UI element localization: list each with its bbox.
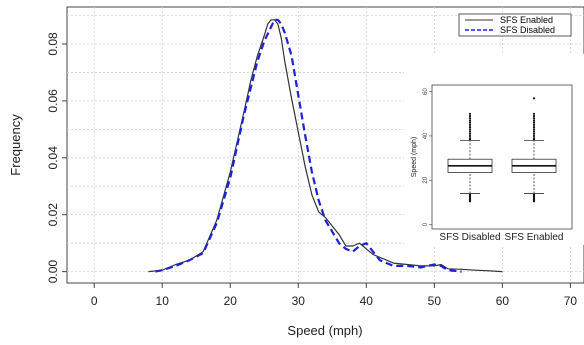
box-outlier [468,128,472,131]
box-outlier [468,193,472,196]
box-outlier [468,137,472,140]
inset-y-tick-label-0: 0 [423,222,429,226]
box-outlier [468,130,472,133]
box-outlier [468,119,472,122]
box-outlier [468,114,472,118]
x-tick-label-60: 60 [496,294,510,308]
y-axis-title: Frequency [8,114,23,176]
x-tick-label-40: 40 [360,294,374,308]
box-outlier [532,132,536,135]
box-outlier [468,123,472,126]
box-outlier [532,193,536,196]
x-tick-label-30: 30 [292,294,306,308]
legend-label-sfs-enabled: SFS Enabled [500,15,553,25]
x-tick-label-20: 20 [224,294,238,308]
box-outlier [532,137,536,140]
inset-background [404,54,584,245]
box-outlier [532,130,536,133]
box-outlier [532,128,536,131]
inset-y-tick-label-40: 40 [423,132,429,139]
box-sfs-enabled [511,97,557,203]
y-tick-label-3: 0.06 [46,89,60,113]
y-tick-label-4: 0.08 [46,32,60,56]
y-tick-label-1: 0.02 [46,203,60,227]
x-tick-label-10: 10 [156,294,170,308]
x-tick-label-0: 0 [91,294,98,308]
y-tick-label-0: 0.00 [46,260,60,284]
x-axis: 0 10 20 30 40 50 60 70 [91,283,578,308]
inset-category-sfs-enabled: SFS Enabled [505,232,564,243]
box-outlier [532,112,536,115]
box-outlier [532,125,536,129]
box-outlier [532,134,536,138]
box-outlier [532,119,536,122]
box-outlier [468,125,472,129]
legend-label-sfs-disabled: SFS Disabled [500,25,555,35]
legend: SFS Enabled SFS Disabled [458,13,572,37]
x-tick-label-70: 70 [564,294,578,308]
box-outlier [468,132,472,135]
box-outlier [532,114,536,118]
box-outlier [532,123,536,126]
plot-frame [66,6,584,284]
inset-boxplot: Speed (mph) 0 20 40 60 SFS Disabled SFS Ena… [404,54,584,245]
inset-category-sfs-disabled: SFS Disabled [439,232,500,243]
box-sfs-disabled [447,112,493,203]
inset-y-tick-label-60: 60 [423,88,429,95]
box-outlier [468,112,472,115]
series-layer [148,18,503,273]
box-outlier [532,97,536,100]
x-tick-label-50: 50 [428,294,442,308]
inset-y-axis: 0 20 40 60 [423,88,432,226]
box-outlier [532,121,536,124]
box-outlier [468,121,472,124]
series-line-sfs-disabled [155,18,462,273]
box-outlier [468,134,472,138]
inset-boxes [447,97,557,203]
box-outlier [468,117,472,120]
inset-y-axis-title: Speed (mph) [411,137,418,177]
y-tick-label-2: 0.04 [46,146,60,170]
x-axis-title: Speed (mph) [287,323,362,338]
box-outlier [532,117,536,120]
inset-frame [431,84,573,230]
y-axis: 0.00 0.02 0.04 0.06 0.08 [46,32,67,283]
inset-y-tick-label-20: 20 [423,176,429,183]
